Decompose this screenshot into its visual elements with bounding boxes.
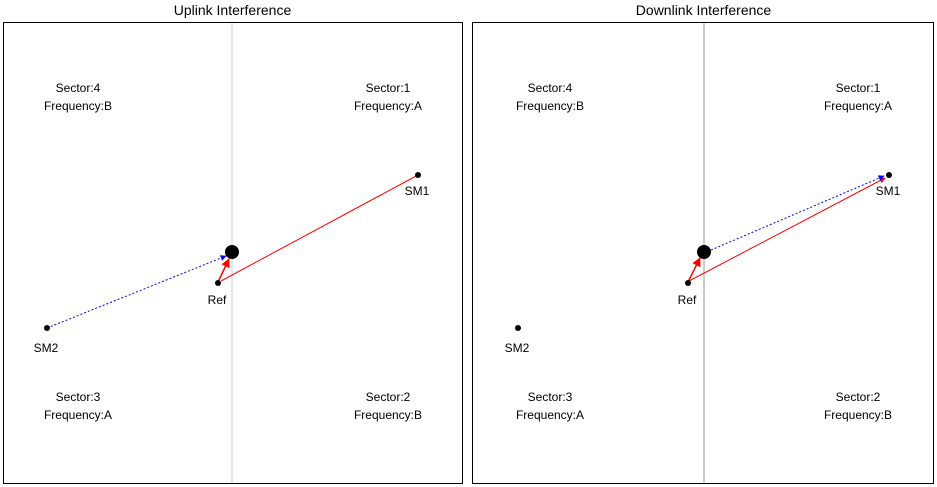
uplink-arrow-sm2-to-bs — [46, 255, 227, 329]
uplink-sector4-label: Sector:4 — [56, 81, 101, 95]
downlink-sector1-label: Sector:1 — [836, 81, 881, 95]
downlink-ref-label: Ref — [678, 293, 697, 307]
downlink-sm2-node — [515, 325, 521, 331]
downlink-sector1-freq: Frequency:A — [824, 99, 892, 113]
downlink-sector3-label: Sector:3 — [528, 390, 573, 404]
downlink-title: Downlink Interference — [635, 2, 772, 18]
uplink-sector3-label: Sector:3 — [56, 390, 101, 404]
uplink-sm2-node — [44, 325, 50, 331]
uplink-arrow-sm1-to-ref — [220, 174, 419, 282]
downlink-sector3-freq: Frequency:A — [516, 408, 584, 422]
uplink-sm1-label: SM1 — [405, 184, 430, 198]
uplink-sector2-label: Sector:2 — [366, 390, 411, 404]
downlink-base-station-node — [697, 245, 711, 259]
uplink-arrow-ref-to-bs — [217, 258, 230, 283]
downlink-sm2-label: SM2 — [505, 341, 530, 355]
uplink-sector3-freq: Frequency:A — [44, 408, 112, 422]
downlink-sm1-node — [886, 172, 892, 178]
uplink-ref-label: Ref — [208, 293, 227, 307]
uplink-sm1-node — [415, 172, 421, 178]
uplink-sector1-freq: Frequency:A — [354, 99, 422, 113]
uplink-title: Uplink Interference — [173, 2, 292, 18]
downlink-arrow-bs-to-sm1 — [710, 175, 885, 251]
downlink-sector4-freq: Frequency:B — [516, 99, 584, 113]
downlink-frame — [472, 22, 934, 484]
uplink-panel: Sector:4 Frequency:B Sector:1 Frequency:… — [3, 22, 463, 484]
uplink-sector1-label: Sector:1 — [366, 81, 411, 95]
uplink-base-station-node — [225, 245, 239, 259]
uplink-ref-node — [215, 280, 221, 286]
downlink-sector2-label: Sector:2 — [836, 390, 881, 404]
uplink-sm2-label: SM2 — [34, 341, 59, 355]
downlink-sector4-label: Sector:4 — [528, 81, 573, 95]
downlink-panel: Sector:4 Frequency:B Sector:1 Frequency:… — [472, 22, 934, 484]
uplink-frame — [3, 22, 463, 484]
downlink-arrow-ref-to-bs — [687, 257, 701, 283]
uplink-sector4-freq: Frequency:B — [44, 99, 112, 113]
downlink-sm1-label: SM1 — [876, 184, 901, 198]
downlink-arrow-ref-to-sm1 — [688, 177, 886, 282]
downlink-ref-node — [685, 280, 691, 286]
uplink-sector2-freq: Frequency:B — [354, 408, 422, 422]
downlink-sector2-freq: Frequency:B — [824, 408, 892, 422]
